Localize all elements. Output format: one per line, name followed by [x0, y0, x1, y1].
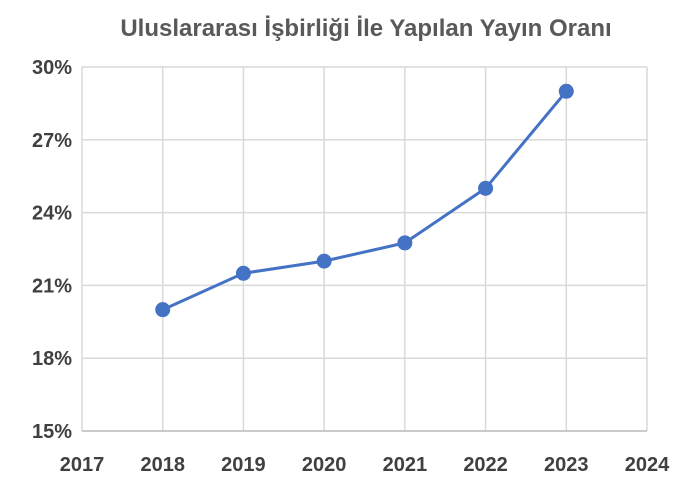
x-tick-label: 2022: [463, 454, 508, 476]
y-tick-label: 18%: [32, 348, 72, 370]
data-point-2021: [397, 235, 413, 251]
series: [155, 83, 574, 318]
chart-title: Uluslararası İşbirliği İle Yapılan Yayın…: [120, 15, 611, 42]
y-tick-label: 24%: [32, 203, 72, 225]
series-line: [162, 90, 568, 312]
y-tick-label: 21%: [32, 275, 72, 297]
x-tick-label: 2023: [544, 454, 589, 476]
y-tick-label: 15%: [32, 421, 72, 443]
x-tick-label: 2020: [302, 454, 347, 476]
x-tick-label: 2019: [221, 454, 266, 476]
data-point-2019: [235, 265, 251, 281]
y-tick-label: 30%: [32, 57, 72, 79]
data-point-2023: [558, 83, 574, 99]
x-tick-label: 2018: [140, 454, 185, 476]
x-axis-tick-labels: 2017 2018 2019 2020 2021 2022 2023 2024: [60, 454, 670, 476]
x-tick-label: 2017: [60, 454, 105, 476]
gridlines: [81, 66, 648, 432]
data-point-2022: [478, 180, 494, 196]
y-tick-label: 27%: [32, 130, 72, 152]
x-tick-label: 2021: [383, 454, 428, 476]
y-axis-tick-labels: 15% 18% 21% 24% 27% 30%: [32, 57, 72, 443]
x-tick-label: 2024: [625, 454, 670, 476]
data-point-2020: [316, 253, 332, 269]
data-point-2018: [155, 302, 171, 318]
